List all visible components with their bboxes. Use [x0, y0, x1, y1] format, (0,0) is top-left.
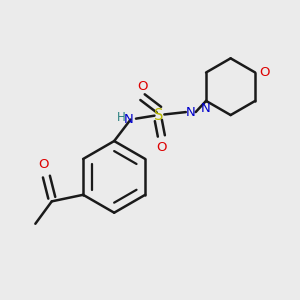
- Text: O: O: [38, 158, 49, 171]
- Text: N: N: [124, 113, 134, 126]
- Text: S: S: [154, 108, 164, 123]
- Text: O: O: [156, 140, 166, 154]
- Text: O: O: [137, 80, 148, 93]
- Text: O: O: [259, 66, 269, 79]
- Text: H: H: [117, 111, 125, 124]
- Text: N: N: [186, 106, 196, 118]
- Text: N: N: [201, 102, 210, 115]
